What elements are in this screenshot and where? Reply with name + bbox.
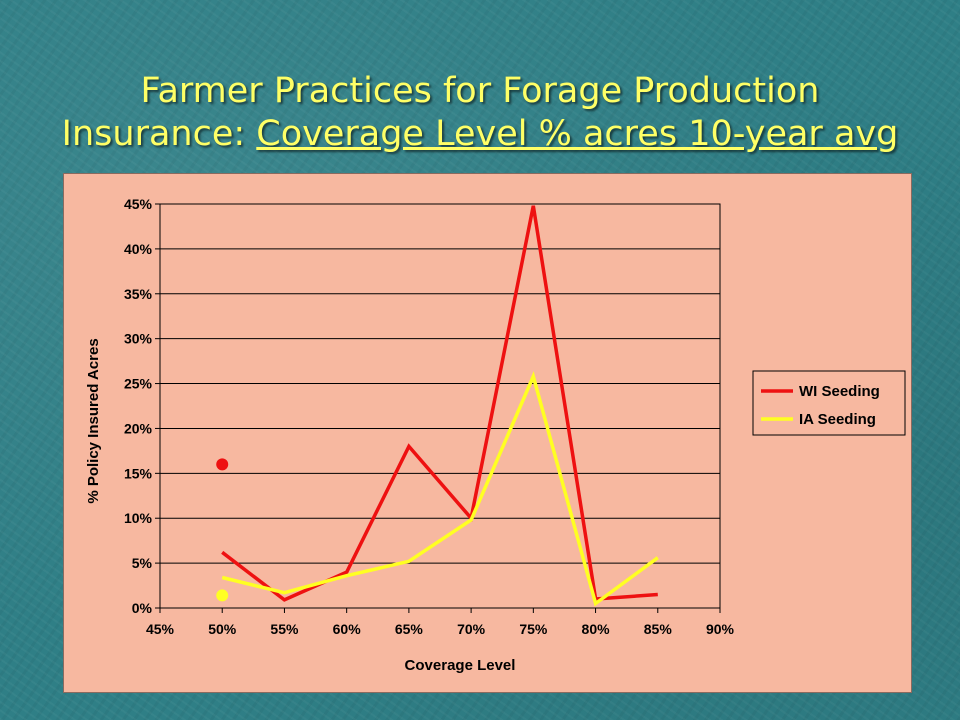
x-tick-label: 45% [146,621,175,637]
plot-border [159,203,721,609]
plot-area [160,204,720,608]
legend-label-wi-seeding: WI Seeding [799,383,880,400]
legend-label-ia-seeding: IA Seeding [799,411,876,428]
x-tick-label: 75% [519,621,548,637]
marker-ia-seeding [216,589,229,602]
y-tick-label: 0% [132,600,153,616]
legend-box [752,370,906,436]
y-tick-label: 15% [124,465,153,481]
marker-wi-seeding [216,458,229,471]
x-tick-label: 65% [395,621,424,637]
title-line-2: Insurance: Coverage Level % acres 10-yea… [20,113,940,156]
line-chart: 0% 5% 10% 15% 20% 25% 30% 35% 40% 45% 45% 50% 55% 60%… [85,196,906,674]
y-tick-label: 30% [124,331,153,347]
y-tick-label: 35% [124,286,153,302]
y-tick-label: 5% [132,555,153,571]
title-underlined: Coverage Level % acres 10-year avg [256,114,899,154]
slide-title: Farmer Practices for Forage Production I… [20,70,940,156]
x-tick-label: 55% [270,621,299,637]
y-tick-label: 25% [124,376,153,392]
x-tick-label: 90% [706,621,735,637]
x-tick-label: 60% [333,621,362,637]
x-tick-label: 85% [644,621,673,637]
y-tick-label: 45% [124,196,153,212]
chart-area: 0% 5% 10% 15% 20% 25% 30% 35% 40% 45% 45% 50% 55% 60%… [63,173,912,693]
x-axis-title: Coverage Level [405,657,516,674]
title-line-1: Farmer Practices for Forage Production [140,71,820,111]
y-tick-label: 20% [124,420,153,436]
series-line-ia-seeding [221,371,659,607]
title-prefix: Insurance: [61,114,257,154]
series-line-wi-seeding [221,205,658,602]
y-axis-title: % Policy Insured Acres [85,338,102,503]
x-tick-label: 50% [208,621,237,637]
x-tick-label: 70% [457,621,486,637]
y-tick-label: 10% [124,510,153,526]
y-tick-label: 40% [124,241,153,257]
x-tick-label: 80% [582,621,611,637]
